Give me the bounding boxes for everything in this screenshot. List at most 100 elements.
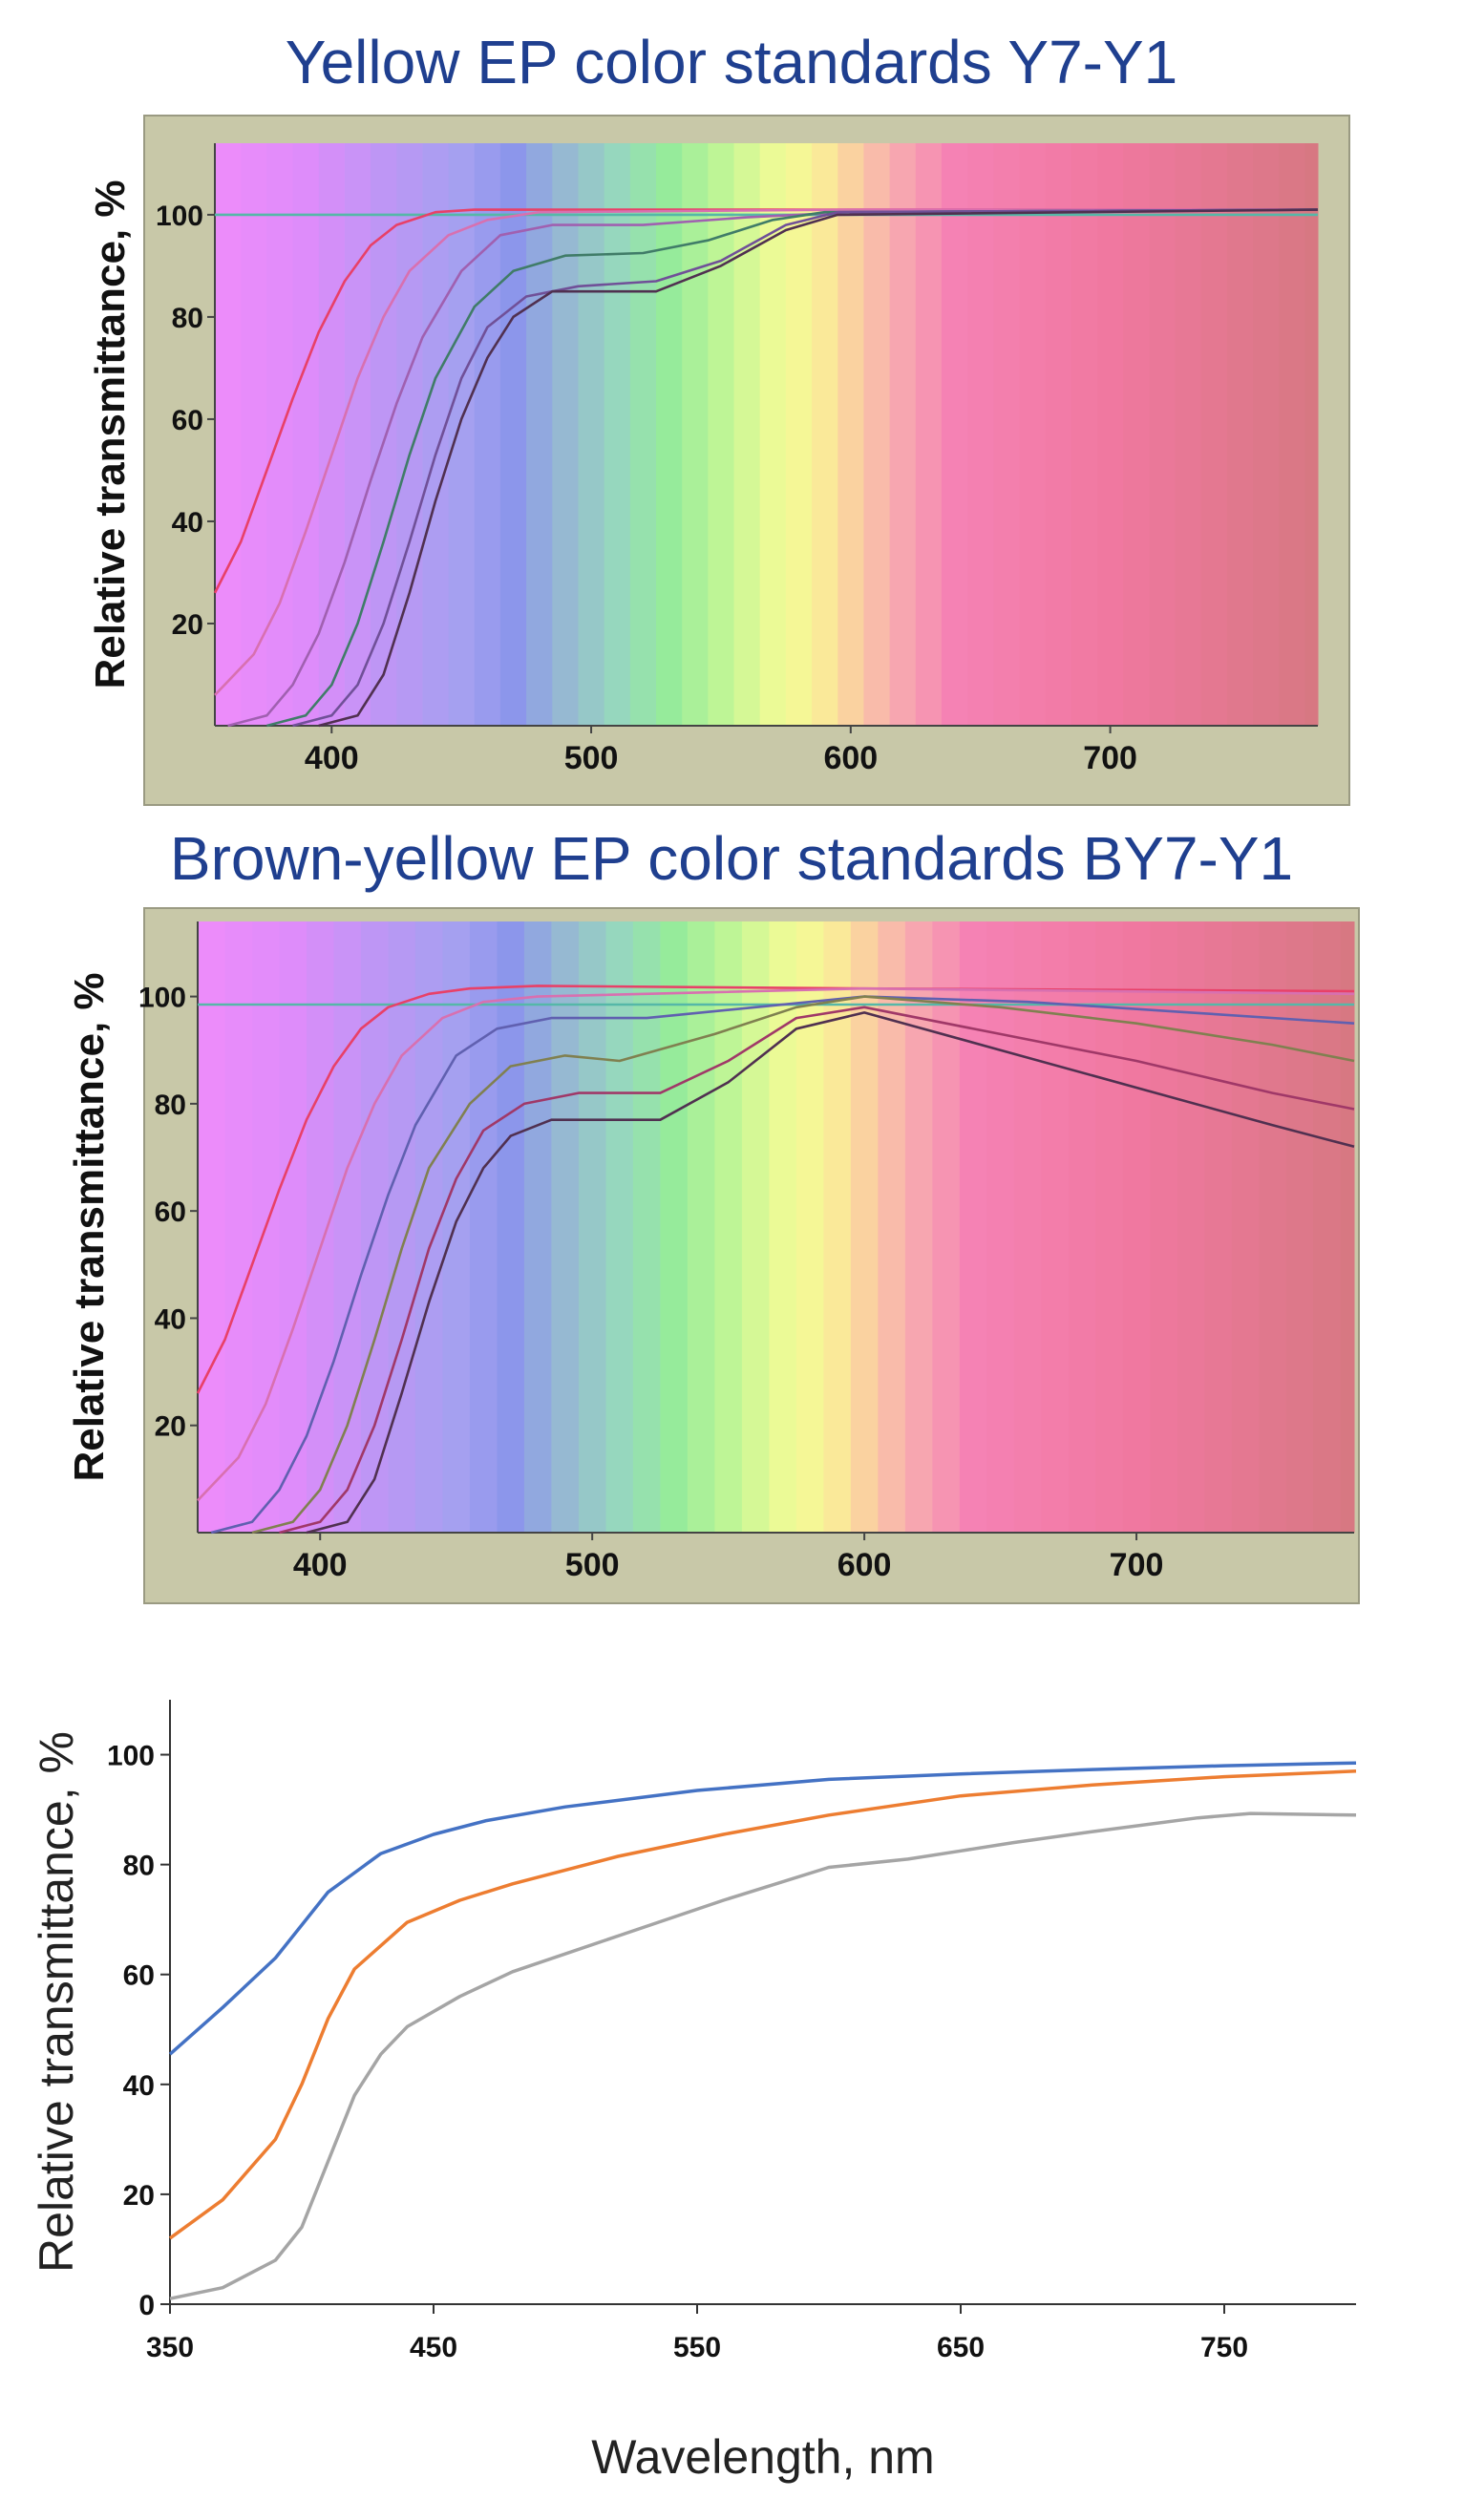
spectrum-band xyxy=(292,143,320,726)
series-line-2 xyxy=(213,208,1318,594)
y-axis-label: Relative transmittance, % xyxy=(66,972,113,1481)
spectrum-band xyxy=(656,143,683,726)
spectrum-band xyxy=(915,143,943,726)
x-tick-label: 500 xyxy=(564,740,619,776)
spectrum-band xyxy=(1068,921,1096,1533)
spectrum-band xyxy=(769,921,797,1533)
y-tick-label: 40 xyxy=(172,507,203,539)
spectrum-band xyxy=(1279,143,1305,726)
y-tick-label: 0 xyxy=(138,2290,155,2321)
series-line-5 xyxy=(266,208,1319,728)
series-line-6 xyxy=(292,208,1319,728)
spectrum-band xyxy=(448,143,476,726)
spectrum-band xyxy=(759,143,787,726)
y-tick-label: 100 xyxy=(107,1741,155,1772)
spectrum-band xyxy=(1013,921,1042,1533)
spectrum-band xyxy=(388,921,416,1533)
spectrum-band xyxy=(863,143,891,726)
x-tick-label: 600 xyxy=(823,740,878,776)
spectrum-band xyxy=(605,921,634,1533)
x-tick-label: 500 xyxy=(565,1547,620,1583)
series-line-3 xyxy=(169,1811,1357,2300)
spectrum-band xyxy=(1149,143,1177,726)
spectrum-band xyxy=(333,921,362,1533)
spectrum-band xyxy=(714,921,743,1533)
spectrum-band xyxy=(526,143,553,726)
series-line-5 xyxy=(251,995,1355,1535)
spectrum-band xyxy=(1340,921,1355,1533)
spectrum-band xyxy=(1177,921,1205,1533)
spectrum-band xyxy=(279,921,307,1533)
spectrum-band xyxy=(344,143,371,726)
chart2-title: Brown-yellow EP color standards BY7-Y1 xyxy=(169,824,1294,893)
x-tick-label: 650 xyxy=(937,2332,985,2363)
spectrum-band xyxy=(1150,921,1178,1533)
spectrum-band xyxy=(967,143,994,726)
spectrum-band xyxy=(224,921,253,1533)
y-tick-label: 80 xyxy=(123,1851,155,1882)
spectrum-band xyxy=(241,143,267,726)
y-tick-label: 80 xyxy=(172,303,203,334)
x-tick-label: 400 xyxy=(305,740,359,776)
spectrum-band xyxy=(1019,143,1047,726)
spectrum-band xyxy=(660,921,689,1533)
spectrum-band xyxy=(1200,143,1228,726)
y-axis-label: Relative transmittance, % xyxy=(30,1731,83,2273)
spectrum-band xyxy=(1285,921,1314,1533)
spectrum-band xyxy=(1304,143,1319,726)
spectrum-band xyxy=(1123,143,1150,726)
y-tick-label: 40 xyxy=(123,2070,155,2102)
spectrum-band xyxy=(1045,143,1072,726)
spectrum-band xyxy=(360,921,389,1533)
x-tick-label: 400 xyxy=(293,1547,348,1583)
spectrum-band xyxy=(604,143,631,726)
spectrum-band xyxy=(993,143,1020,726)
spectrum-band xyxy=(396,143,423,726)
spectrum-band xyxy=(1097,143,1124,726)
x-tick-label: 350 xyxy=(146,2332,194,2363)
x-tick-label: 700 xyxy=(1110,1547,1164,1583)
spectrum-band xyxy=(469,921,498,1533)
spectrum-band xyxy=(687,921,715,1533)
y-tick-label: 20 xyxy=(123,2180,155,2212)
spectrum-band xyxy=(1231,921,1260,1533)
series-line-4 xyxy=(210,995,1355,1535)
spectrum-band xyxy=(941,143,968,726)
series-line-7 xyxy=(306,1011,1355,1535)
series-line-7 xyxy=(318,208,1319,728)
spectrum-band xyxy=(1259,921,1287,1533)
y-tick-label: 60 xyxy=(172,405,203,436)
series-line-6 xyxy=(279,1006,1355,1535)
spectrum-band xyxy=(838,143,864,726)
spectrum-band xyxy=(1253,143,1280,726)
spectrum-band xyxy=(708,143,735,726)
series-line-4 xyxy=(227,208,1319,728)
spectrum-band xyxy=(959,921,987,1533)
spectrum-band xyxy=(1041,921,1070,1533)
y-tick-label: 60 xyxy=(123,1960,155,1992)
spectrum-band xyxy=(499,143,527,726)
x-tick-label: 550 xyxy=(673,2332,721,2363)
spectrum-band xyxy=(1226,143,1254,726)
series-line-1 xyxy=(168,1761,1357,2056)
x-tick-label: 600 xyxy=(838,1547,892,1583)
spectrum-band xyxy=(578,921,606,1533)
spectrum-band xyxy=(632,921,661,1533)
series-line-3 xyxy=(214,208,1318,696)
spectrum-band xyxy=(850,921,879,1533)
y-tick-label: 20 xyxy=(172,609,203,641)
spectrum-band xyxy=(812,143,838,726)
chart1-title: Yellow EP color standards Y7-Y1 xyxy=(285,28,1178,96)
spectrum-band xyxy=(1071,143,1098,726)
y-tick-label: 60 xyxy=(155,1196,186,1228)
spectrum-band xyxy=(198,921,225,1533)
spectrum-band xyxy=(371,143,397,726)
spectrum-band xyxy=(785,143,813,726)
series-line-2 xyxy=(196,985,1355,1394)
y-tick-label: 40 xyxy=(155,1303,186,1335)
series-line-3 xyxy=(197,986,1355,1502)
spectrum-band xyxy=(551,921,580,1533)
